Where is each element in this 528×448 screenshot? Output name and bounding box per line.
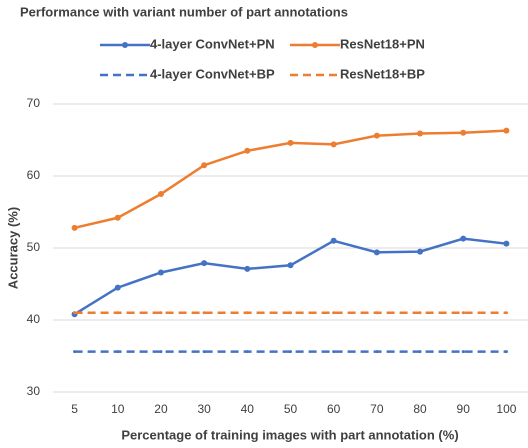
x-tick-label: 50 [284, 402, 298, 416]
point [373, 249, 380, 256]
point [244, 147, 251, 154]
legend-label: 4-layer ConvNet+PN [150, 36, 275, 51]
x-tick-label: 40 [241, 402, 255, 416]
point [73, 350, 77, 354]
legend-label: ResNet18+PN [340, 36, 425, 51]
point [460, 235, 467, 242]
x-tick-label: 70 [370, 402, 384, 416]
point [201, 260, 208, 267]
point [289, 311, 292, 315]
point [375, 350, 379, 354]
point [461, 311, 465, 315]
y-tick-label: 70 [27, 96, 41, 110]
x-tick-label: 90 [457, 402, 471, 416]
point [332, 350, 336, 354]
point [375, 311, 379, 315]
point [157, 269, 164, 276]
y-tick-label: 60 [27, 168, 41, 182]
point [114, 214, 121, 221]
x-axis-title: Percentage of training images with part … [121, 427, 458, 442]
point [460, 129, 467, 136]
x-tick-label: 20 [154, 402, 168, 416]
chart-title: Performance with variant number of part … [20, 4, 348, 19]
point [504, 311, 508, 315]
legend-marker [312, 42, 318, 48]
point [287, 139, 294, 146]
x-tick-label: 30 [197, 402, 211, 416]
x-tick-label: 5 [71, 402, 78, 416]
point [244, 265, 251, 272]
point [504, 350, 508, 354]
point [202, 311, 206, 315]
point [461, 350, 465, 354]
point [503, 127, 510, 134]
point [417, 130, 424, 137]
point [289, 350, 292, 354]
point [73, 311, 77, 315]
y-tick-label: 30 [27, 384, 41, 398]
series-line [73, 237, 507, 316]
y-tick-label: 50 [27, 240, 41, 254]
x-tick-label: 100 [496, 402, 516, 416]
point [116, 311, 120, 315]
point [159, 350, 163, 354]
point [287, 262, 294, 269]
point [71, 224, 78, 231]
point [116, 350, 120, 354]
point [332, 311, 336, 315]
point [245, 350, 249, 354]
point [417, 248, 424, 255]
x-tick-label: 10 [111, 402, 125, 416]
point [418, 311, 422, 315]
point [330, 237, 337, 244]
point [159, 311, 163, 315]
point [114, 284, 121, 291]
point [201, 162, 208, 169]
legend-label: ResNet18+BP [340, 66, 425, 81]
legend-label: 4-layer ConvNet+BP [150, 66, 275, 81]
x-tick-label: 80 [413, 402, 427, 416]
point [202, 350, 206, 354]
point [373, 132, 380, 139]
point [503, 240, 510, 247]
point [245, 311, 249, 315]
y-tick-label: 40 [27, 312, 41, 326]
x-tick-label: 60 [327, 402, 341, 416]
point [330, 141, 337, 148]
point [157, 191, 164, 197]
point [418, 350, 422, 354]
y-axis-title: Accuracy (%) [5, 207, 20, 289]
legend-marker [122, 42, 128, 48]
